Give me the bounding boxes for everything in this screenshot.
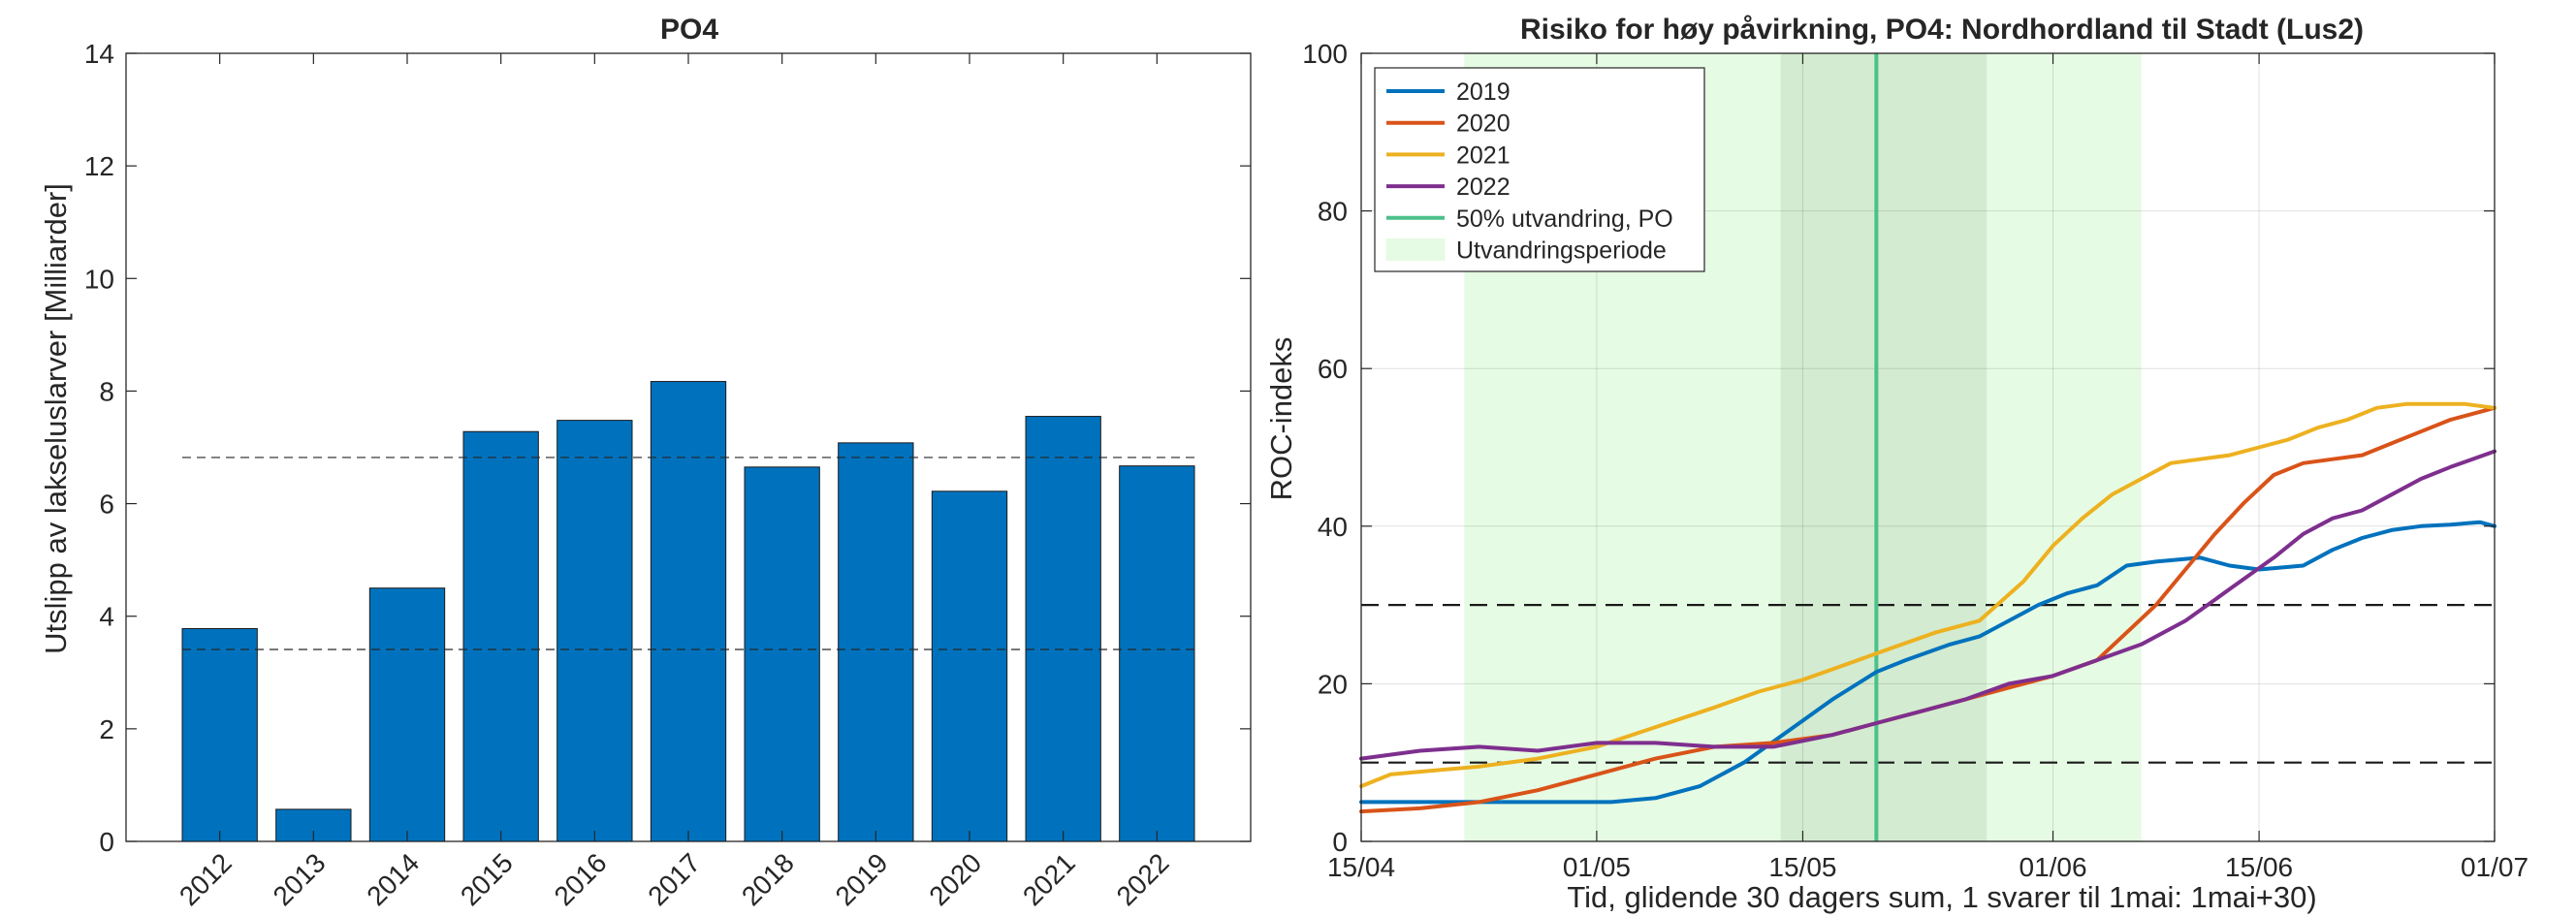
- legend-label: 50% utvandring, PO: [1456, 206, 1673, 233]
- bar-y-tick-label: 10: [84, 264, 114, 294]
- bar-2013: [275, 808, 352, 842]
- bar-x-tick-label: 2022: [1111, 847, 1175, 911]
- bar-chart: PO4 0 2 4 6 8 10 12 14 2012 2013 2014 2015 2016 2017…: [39, 14, 1252, 911]
- line-y-tick-label: 100: [1302, 39, 1348, 69]
- line-chart: Risiko for høy påvirkning, PO4: Nordhord…: [1264, 14, 2528, 914]
- line-y-tick-label: 20: [1318, 669, 1348, 699]
- bar-2018: [744, 466, 820, 842]
- bar-x-tick-label: 2018: [736, 847, 800, 911]
- bar-x-tick-label: 2012: [174, 847, 238, 911]
- line-x-tick-label: 15/06: [2225, 852, 2293, 882]
- line-x-tick-label: 01/06: [2019, 852, 2087, 882]
- line-y-tick-label: 80: [1318, 197, 1348, 227]
- legend-label: 2021: [1456, 142, 1511, 169]
- bar-x-tick-label: 2017: [642, 847, 706, 911]
- line-chart-title: Risiko for høy påvirkning, PO4: Nordhord…: [1520, 14, 2364, 46]
- legend-label: Utvandringsperiode: [1456, 237, 1667, 265]
- series-line-2022: [1359, 449, 2496, 761]
- bar-2019: [838, 442, 914, 842]
- bar-x-tick-label: 2015: [455, 847, 519, 911]
- line-x-tick-label: 15/05: [1768, 852, 1836, 882]
- line-chart-y-ticks: 0 20 40 60 80 100: [1302, 39, 2495, 857]
- bar-x-tick-label: 2020: [923, 847, 987, 911]
- bar-x-tick-label: 2019: [830, 847, 894, 911]
- line-chart-y-axis-label: ROC-indeks: [1264, 337, 1298, 501]
- bar-chart-y-ticks: 0 2 4 6 8 10 12 14: [84, 39, 1251, 857]
- bar-y-tick-label: 0: [99, 827, 114, 857]
- line-chart-plot-area: [1360, 52, 2496, 842]
- line-chart-legend: 2019 2020 2021 2022 50% utvandring, PO Utvand…: [1374, 67, 1705, 272]
- line-chart-series: [1359, 53, 2496, 841]
- line-chart-x-ticks: 15/04 01/05 15/05 01/06 15/06 01/07: [1327, 53, 2528, 882]
- bar-2012: [181, 627, 258, 842]
- bar-x-tick-label: 2016: [549, 847, 613, 911]
- series-line-2019: [1359, 520, 2496, 805]
- line-x-tick-label: 01/05: [1563, 852, 1631, 882]
- bar-y-tick-label: 12: [84, 151, 114, 181]
- bar-chart-y-axis-label: Utslipp av lakseluslarver [Milliarder]: [39, 183, 73, 654]
- series-line-2021: [1359, 401, 2496, 789]
- line-x-tick-label: 01/07: [2461, 852, 2528, 882]
- bar-chart-reference-lines: [182, 457, 1194, 650]
- legend-label: 2020: [1456, 111, 1511, 138]
- legend-label: 2019: [1456, 79, 1511, 106]
- line-x-tick-label: 15/04: [1327, 852, 1395, 882]
- bar-y-tick-label: 4: [99, 602, 114, 632]
- bar-2021: [1025, 416, 1101, 842]
- bar-y-tick-label: 14: [84, 39, 114, 69]
- bar-y-tick-label: 6: [99, 490, 114, 520]
- bar-2016: [557, 420, 633, 842]
- bar-chart-bars: [181, 381, 1195, 842]
- bar-x-tick-label: 2013: [268, 847, 332, 911]
- line-y-tick-label: 40: [1318, 512, 1348, 542]
- line-chart-axes: [1360, 52, 2496, 842]
- bar-x-tick-label: 2021: [1017, 847, 1081, 911]
- bar-2020: [931, 490, 1008, 842]
- line-y-tick-label: 60: [1318, 354, 1348, 384]
- legend-box: [1374, 67, 1705, 272]
- line-y-tick-label: 0: [1332, 827, 1348, 857]
- bar-2017: [650, 381, 727, 842]
- legend-swatch-patch: [1385, 238, 1446, 261]
- bar-2015: [462, 430, 539, 842]
- bar-2022: [1119, 465, 1195, 842]
- line-chart-x-axis-label: Tid, glidende 30 dagers sum, 1 svarer ti…: [1567, 880, 2316, 914]
- bar-2014: [368, 587, 446, 842]
- bar-y-tick-label: 8: [99, 376, 114, 406]
- bar-x-tick-label: 2014: [361, 847, 425, 911]
- bar-y-tick-label: 2: [99, 714, 114, 744]
- bar-chart-title: PO4: [660, 14, 718, 46]
- legend-label: 2022: [1456, 174, 1511, 201]
